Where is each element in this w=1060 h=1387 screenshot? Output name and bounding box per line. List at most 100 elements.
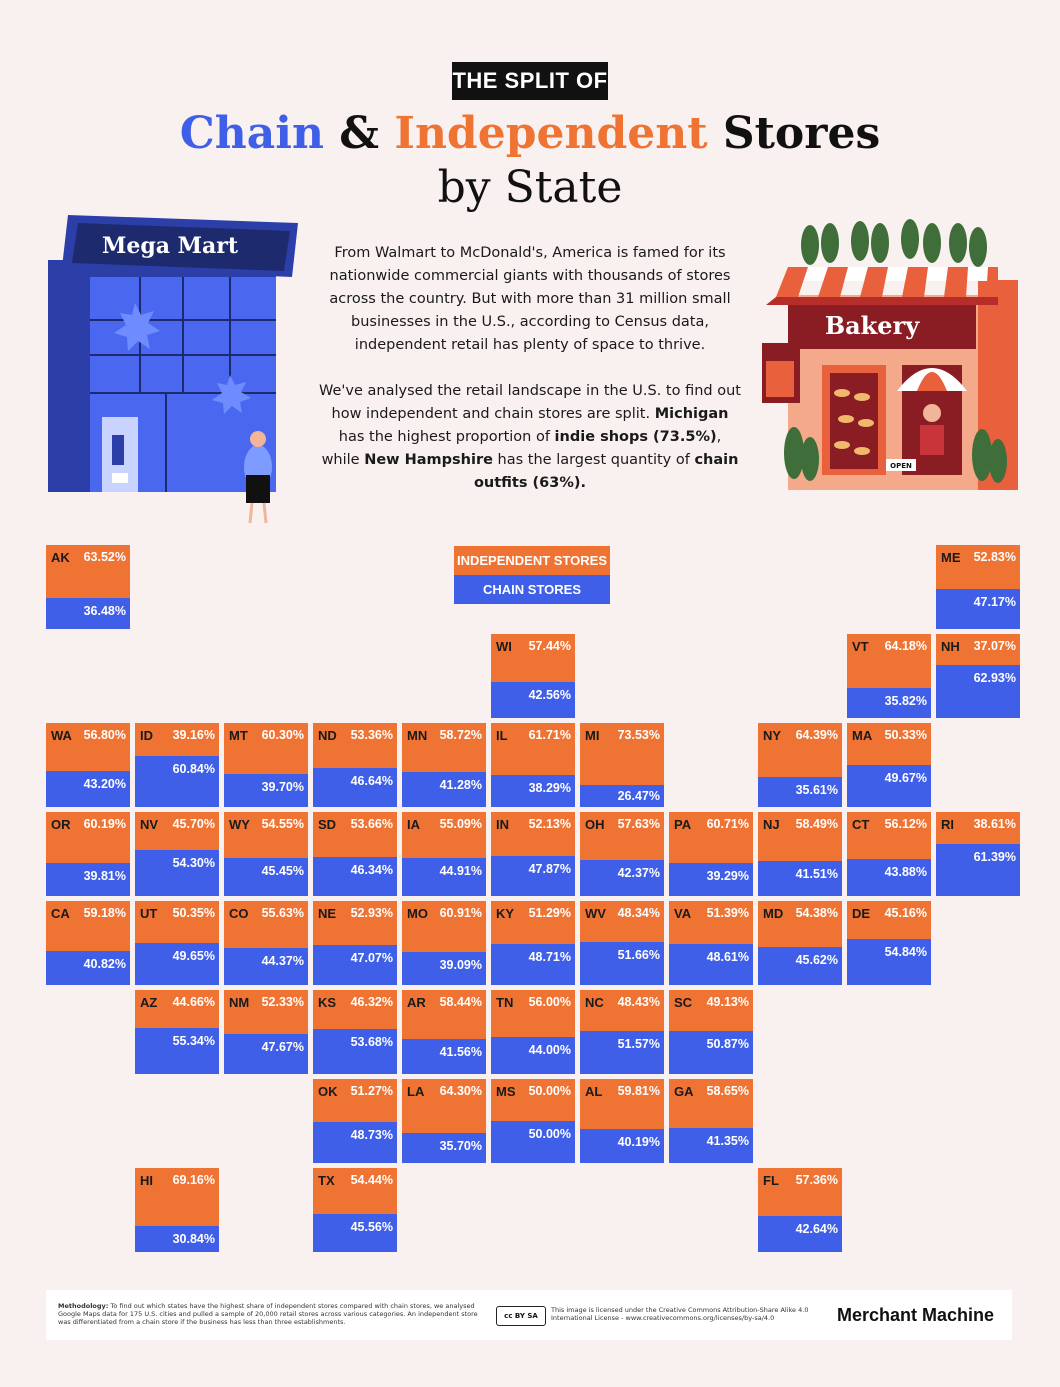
state-tile-ia: IA 55.09% 44.91%: [402, 812, 486, 896]
chain-value-label: 45.45%: [261, 864, 304, 878]
state-tile-de: DE 45.16% 54.84%: [847, 901, 931, 985]
chain-value-label: 47.87%: [528, 862, 571, 876]
state-tile-me: ME 52.83% 47.17%: [936, 545, 1020, 629]
state-tile-ne: NE 52.93% 47.07%: [313, 901, 397, 985]
independent-value-label: 48.34%: [617, 906, 660, 920]
chain-value-label: 54.30%: [172, 856, 215, 870]
state-tile-az: AZ 44.66% 55.34%: [135, 990, 219, 1074]
chain-bar: [313, 1122, 397, 1163]
chain-bar: [135, 756, 219, 807]
state-code: ND: [318, 728, 337, 743]
legend-chain: CHAIN STORES: [454, 575, 610, 604]
chain-value-label: 41.35%: [706, 1134, 749, 1148]
independent-bar: [936, 545, 1020, 589]
state-tile-nm: NM 52.33% 47.67%: [224, 990, 308, 1074]
independent-bar: [313, 990, 397, 1029]
independent-bar: [580, 723, 664, 785]
chain-value-label: 50.87%: [706, 1037, 749, 1051]
chain-value-label: 40.82%: [83, 957, 126, 971]
state-tile-wv: WV 48.34% 51.66%: [580, 901, 664, 985]
independent-bar: [669, 812, 753, 863]
independent-bar: [580, 901, 664, 942]
state-tile-md: MD 54.38% 45.62%: [758, 901, 842, 985]
chain-value-label: 35.70%: [439, 1139, 482, 1153]
chain-bar: [46, 951, 130, 985]
chain-bar: [669, 944, 753, 985]
chain-bar: [313, 768, 397, 807]
independent-value-label: 52.93%: [350, 906, 393, 920]
chain-bar: [936, 844, 1020, 896]
page-subtitle: by State: [437, 162, 623, 213]
independent-value-label: 58.72%: [439, 728, 482, 742]
state-tile-or: OR 60.19% 39.81%: [46, 812, 130, 896]
independent-bar: [491, 901, 575, 944]
state-code: CT: [852, 817, 870, 832]
independent-value-label: 51.27%: [350, 1084, 393, 1098]
state-tile-ms: MS 50.00% 50.00%: [491, 1079, 575, 1163]
methodology-text: Methodology: To find out which states ha…: [58, 1302, 478, 1326]
chain-bar: [580, 785, 664, 807]
state-code: WY: [229, 817, 250, 832]
chain-value-label: 42.64%: [795, 1222, 838, 1236]
chain-bar: [135, 943, 219, 985]
chain-bar: [580, 942, 664, 985]
independent-value-label: 64.39%: [795, 728, 838, 742]
chain-bar: [847, 859, 931, 896]
chain-value-label: 40.19%: [617, 1135, 660, 1149]
state-code: IN: [496, 817, 509, 832]
independent-value-label: 64.30%: [439, 1084, 482, 1098]
independent-value-label: 50.33%: [884, 728, 927, 742]
independent-bar: [313, 1168, 397, 1214]
chain-value-label: 48.61%: [706, 950, 749, 964]
chain-bar: [46, 771, 130, 807]
chain-bar: [580, 860, 664, 896]
state-tile-ga: GA 58.65% 41.35%: [669, 1079, 753, 1163]
intro-text-run: We've analysed the retail landscape in t…: [319, 383, 741, 422]
chain-value-label: 42.37%: [617, 866, 660, 880]
title-independent: Independent: [394, 108, 708, 159]
state-code: NM: [229, 995, 250, 1010]
state-code: LA: [407, 1084, 425, 1099]
independent-bar: [669, 1079, 753, 1128]
state-code: NH: [941, 639, 960, 654]
kicker-label: THE SPLIT OF: [452, 62, 608, 100]
state-code: IL: [496, 728, 508, 743]
chain-bar: [224, 948, 308, 985]
independent-bar: [580, 990, 664, 1031]
chain-value-label: 44.00%: [528, 1043, 571, 1057]
independent-value-label: 55.63%: [261, 906, 304, 920]
chain-bar: [46, 863, 130, 896]
independent-value-label: 69.16%: [172, 1173, 215, 1187]
independent-value-label: 50.00%: [528, 1084, 571, 1098]
intro-text-run: has the largest quantity of: [492, 452, 695, 468]
chain-bar: [224, 858, 308, 896]
independent-value-label: 51.39%: [706, 906, 749, 920]
state-code: AL: [585, 1084, 603, 1099]
chain-bar: [135, 1028, 219, 1074]
state-tile-oh: OH 57.63% 42.37%: [580, 812, 664, 896]
independent-bar: [46, 723, 130, 771]
chain-value-label: 51.66%: [617, 948, 660, 962]
state-code: CO: [229, 906, 249, 921]
title-stores: Stores: [707, 108, 881, 159]
state-tile-nc: NC 48.43% 51.57%: [580, 990, 664, 1074]
state-code: SC: [674, 995, 693, 1010]
independent-value-label: 54.55%: [261, 817, 304, 831]
chain-value-label: 36.48%: [83, 604, 126, 618]
independent-bar: [313, 1079, 397, 1122]
chain-bar: [758, 1216, 842, 1252]
independent-bar: [758, 1168, 842, 1216]
independent-bar: [135, 723, 219, 756]
state-tile-wa: WA 56.80% 43.20%: [46, 723, 130, 807]
chain-value-label: 47.07%: [350, 951, 393, 965]
independent-value-label: 58.65%: [706, 1084, 749, 1098]
chain-value-label: 35.61%: [795, 783, 838, 797]
state-code: MT: [229, 728, 248, 743]
state-code: OR: [51, 817, 71, 832]
state-tile-ct: CT 56.12% 43.88%: [847, 812, 931, 896]
independent-value-label: 54.38%: [795, 906, 838, 920]
independent-bar: [46, 812, 130, 863]
independent-value-label: 57.36%: [795, 1173, 838, 1187]
state-code: NV: [140, 817, 159, 832]
chain-bar: [491, 944, 575, 985]
